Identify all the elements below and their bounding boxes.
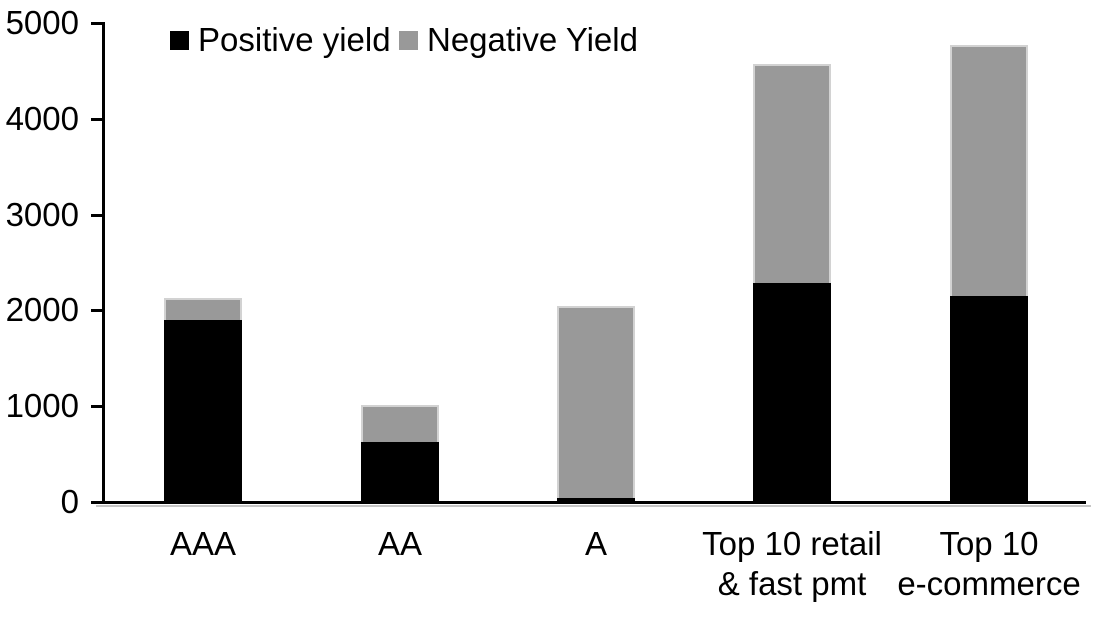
y-tick-label-4000: 4000	[5, 100, 79, 137]
y-tick-label-5000: 5000	[5, 4, 79, 41]
segment-negative-yield	[753, 63, 831, 284]
x-axis-shadow	[96, 505, 1091, 507]
bar-top-10-retail-fast-pmt	[753, 63, 831, 502]
y-axis-line	[102, 22, 105, 504]
segment-positive-yield	[753, 283, 831, 502]
x-axis-line	[91, 501, 1086, 504]
negative-yield-swatch-icon	[399, 30, 418, 50]
segment-negative-yield	[557, 306, 635, 498]
x-axis-label-top-10-retail-fast-pmt: Top 10 retail & fast pmt	[702, 525, 882, 602]
legend-label-negative-yield: Negative Yield	[427, 21, 638, 58]
y-tick-label-1000: 1000	[5, 387, 79, 424]
segment-negative-yield	[950, 45, 1028, 296]
bar-a	[557, 306, 635, 502]
y-tick-4000	[91, 118, 103, 121]
legend-item-positive-yield: Positive yield	[170, 21, 391, 58]
segment-positive-yield	[950, 295, 1028, 502]
positive-yield-swatch-icon	[170, 30, 189, 50]
bar-aa	[361, 405, 439, 502]
x-axis-label-aa: AA	[377, 525, 423, 562]
segment-positive-yield	[164, 319, 242, 502]
segment-positive-yield	[361, 441, 439, 502]
y-tick-3000	[91, 214, 103, 217]
segment-negative-yield	[361, 405, 439, 442]
y-tick-2000	[91, 309, 103, 312]
y-tick-1000	[91, 405, 103, 408]
legend-label-positive-yield: Positive yield	[198, 21, 391, 58]
bar-top-10-e-commerce	[950, 45, 1028, 502]
segment-negative-yield	[164, 297, 242, 320]
x-axis-label-a: A	[584, 525, 607, 562]
y-tick-label-2000: 2000	[5, 291, 79, 328]
x-axis-label-top-10-e-commerce: Top 10 e-commerce	[897, 525, 1081, 602]
y-tick-label-0: 0	[60, 483, 79, 520]
segment-positive-yield	[557, 497, 635, 502]
x-axis-label-aaa: AAA	[169, 525, 237, 562]
y-tick-label-3000: 3000	[5, 196, 79, 233]
legend-item-negative-yield: Negative Yield	[399, 21, 638, 58]
bar-aaa	[164, 297, 242, 502]
y-tick-5000	[91, 22, 103, 25]
